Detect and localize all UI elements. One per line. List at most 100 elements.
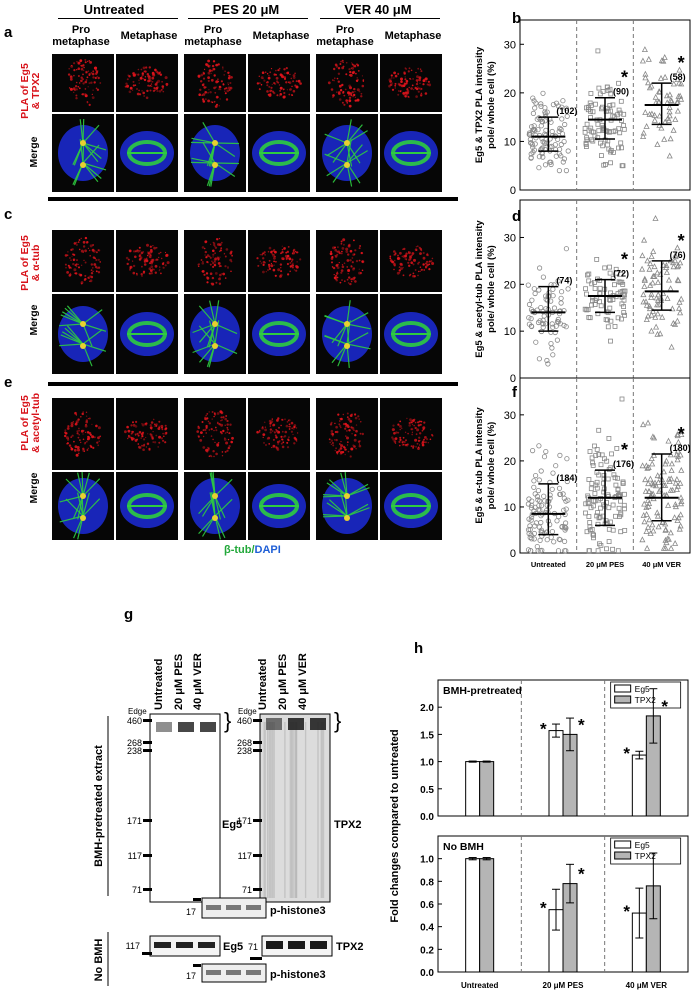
data-point bbox=[564, 113, 570, 119]
data-point bbox=[592, 491, 598, 496]
data-point bbox=[674, 244, 681, 251]
pla-spot bbox=[213, 243, 216, 247]
data-point bbox=[654, 330, 661, 337]
pla-spot bbox=[166, 261, 170, 265]
pla-spot bbox=[74, 272, 77, 275]
data-point bbox=[561, 495, 567, 501]
microtubule bbox=[209, 320, 216, 345]
n-label: (176) bbox=[613, 459, 634, 469]
merge-micrograph bbox=[116, 114, 178, 192]
pla-spot bbox=[278, 95, 281, 97]
pla-spot bbox=[408, 86, 410, 89]
pla-spot bbox=[99, 261, 101, 263]
pla-spot bbox=[200, 431, 203, 434]
pla-spot bbox=[420, 268, 423, 271]
pla-spot bbox=[285, 67, 288, 70]
data-point bbox=[650, 490, 657, 497]
data-point bbox=[565, 148, 571, 154]
pla-spot bbox=[207, 99, 210, 103]
pla-spot bbox=[206, 276, 210, 280]
data-point bbox=[639, 252, 646, 259]
pla-spot bbox=[224, 255, 227, 258]
high-mw-band bbox=[288, 718, 304, 730]
data-point bbox=[586, 477, 592, 482]
data-point bbox=[598, 462, 604, 468]
data-point bbox=[665, 437, 672, 444]
pla-spot bbox=[207, 71, 211, 75]
y-axis-label-line: pole/ whole cell (%) bbox=[486, 61, 497, 149]
pla-spot bbox=[419, 82, 421, 84]
pla-spot bbox=[199, 439, 203, 442]
n-label: (184) bbox=[556, 473, 577, 483]
significance-star: * bbox=[578, 715, 585, 734]
data-point bbox=[564, 478, 570, 485]
data-point bbox=[528, 155, 534, 161]
pla-spot bbox=[207, 65, 210, 68]
data-point bbox=[561, 139, 567, 145]
pla-spot bbox=[354, 413, 357, 416]
microtubule bbox=[326, 142, 348, 157]
pla-spot bbox=[216, 421, 219, 424]
pla-spot bbox=[292, 89, 296, 93]
pla-spot bbox=[358, 443, 360, 445]
condition-header-ver: VER 40 μM bbox=[344, 2, 412, 17]
pla-spot bbox=[399, 436, 402, 439]
data-point bbox=[659, 313, 666, 320]
pla-spot bbox=[74, 85, 78, 88]
data-point bbox=[670, 80, 677, 87]
pla-spot bbox=[141, 444, 143, 447]
pla-spot bbox=[394, 437, 398, 440]
pla-spot bbox=[330, 421, 333, 424]
pla-spot bbox=[218, 265, 221, 268]
data-point bbox=[617, 279, 623, 285]
pla-spot bbox=[400, 80, 403, 83]
pla-spot bbox=[73, 268, 77, 272]
data-point bbox=[587, 527, 593, 533]
pla-spot bbox=[338, 448, 341, 452]
data-point bbox=[589, 481, 595, 487]
y-tick-label: 0.6 bbox=[420, 900, 434, 911]
pla-spot bbox=[414, 426, 417, 430]
pla-spot bbox=[230, 270, 232, 273]
pla-spot bbox=[129, 267, 132, 270]
significance-star: * bbox=[623, 902, 630, 921]
pla-spot bbox=[81, 412, 84, 416]
pla-spot bbox=[347, 253, 350, 256]
pla-spot bbox=[410, 421, 413, 424]
pla-spot bbox=[413, 418, 416, 421]
pla-spot bbox=[400, 77, 403, 81]
pla-spot bbox=[282, 441, 285, 444]
pla-spot bbox=[417, 424, 420, 427]
merge-micrograph bbox=[184, 294, 246, 374]
pla-spot bbox=[426, 263, 429, 267]
pla-spot bbox=[231, 254, 233, 257]
data-point bbox=[526, 496, 532, 502]
data-point bbox=[616, 80, 622, 86]
pla-spot bbox=[417, 439, 420, 442]
pla-spot bbox=[342, 451, 345, 454]
data-point bbox=[648, 290, 655, 297]
data-point bbox=[648, 253, 655, 260]
data-point bbox=[650, 527, 657, 534]
pla-spot bbox=[152, 89, 156, 93]
microtubule bbox=[214, 343, 238, 355]
pla-spot bbox=[88, 103, 91, 106]
pla-spot bbox=[293, 428, 295, 430]
pla-spot bbox=[85, 71, 88, 74]
microtubule bbox=[82, 124, 100, 144]
pla-spot bbox=[138, 258, 141, 261]
pla-spot bbox=[417, 86, 419, 88]
pla-spot bbox=[206, 261, 209, 263]
data-point bbox=[606, 539, 612, 544]
pla-spot bbox=[84, 93, 87, 96]
pla-spot bbox=[411, 431, 413, 433]
pla-spot bbox=[349, 414, 353, 417]
pla-spot bbox=[399, 420, 402, 423]
data-point bbox=[610, 102, 616, 108]
pla-spot bbox=[349, 73, 353, 77]
pla-spot bbox=[207, 91, 210, 94]
pla-spot bbox=[96, 75, 98, 78]
pla-spot bbox=[137, 68, 140, 71]
data-point bbox=[621, 310, 627, 316]
pla-spot bbox=[332, 444, 335, 447]
